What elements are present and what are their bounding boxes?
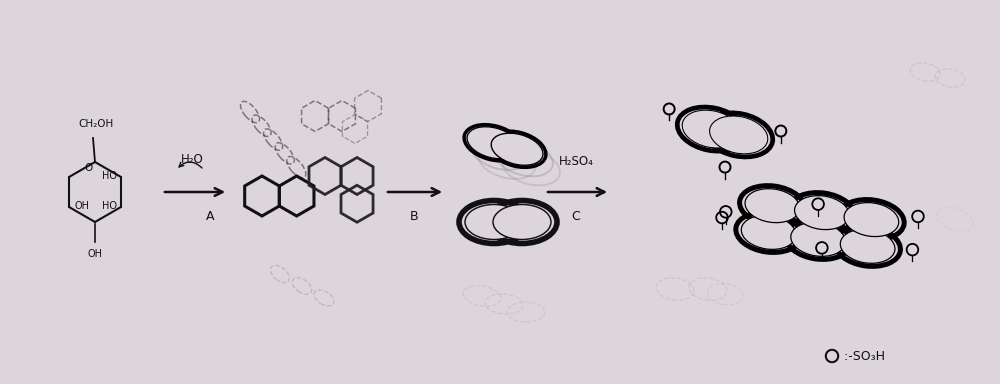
Text: HO: HO bbox=[102, 201, 117, 211]
Text: OH: OH bbox=[74, 201, 89, 211]
Text: H₂O: H₂O bbox=[181, 153, 203, 166]
Ellipse shape bbox=[467, 127, 519, 159]
Text: B: B bbox=[410, 210, 418, 222]
Ellipse shape bbox=[682, 110, 740, 148]
Ellipse shape bbox=[844, 203, 899, 237]
Ellipse shape bbox=[840, 229, 895, 263]
Ellipse shape bbox=[741, 215, 796, 249]
Text: HO: HO bbox=[102, 171, 117, 181]
Text: CH₂OH: CH₂OH bbox=[78, 119, 114, 129]
Ellipse shape bbox=[791, 222, 845, 257]
Text: :-SO₃H: :-SO₃H bbox=[840, 349, 885, 362]
Text: H₂SO₄: H₂SO₄ bbox=[559, 155, 593, 168]
Ellipse shape bbox=[493, 205, 551, 240]
Text: C: C bbox=[572, 210, 580, 222]
Text: A: A bbox=[206, 210, 214, 222]
Ellipse shape bbox=[795, 196, 849, 230]
Ellipse shape bbox=[710, 116, 768, 154]
Text: OH: OH bbox=[88, 249, 103, 259]
Ellipse shape bbox=[491, 133, 543, 165]
Text: O: O bbox=[84, 162, 92, 172]
Ellipse shape bbox=[745, 189, 800, 223]
Ellipse shape bbox=[465, 205, 523, 240]
